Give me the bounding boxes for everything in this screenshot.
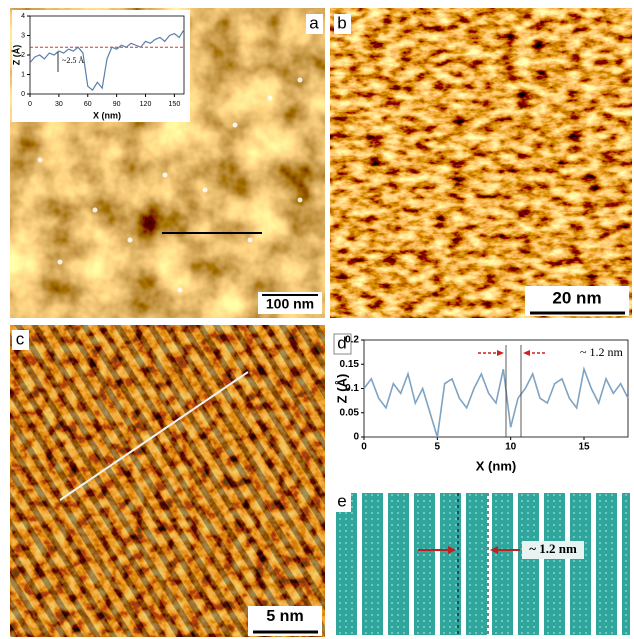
y-axis-label: Z (Å) xyxy=(11,45,21,66)
y-tick-label: 0 xyxy=(21,91,25,98)
y-axis-label: Z (Å) xyxy=(334,374,349,404)
x-tick-label: 30 xyxy=(55,101,63,108)
x-tick-label: 15 xyxy=(578,442,590,453)
stm-texture-c xyxy=(10,325,325,637)
y-tick-label: 0.2 xyxy=(345,335,359,346)
panel-label: a xyxy=(309,13,319,32)
panel-label: e xyxy=(337,491,346,510)
annotation: ~2.5 Å xyxy=(62,56,84,65)
panel-label: c xyxy=(16,329,25,348)
figure: a 100 nm b 20 nm c 5 nm d ~ 1.2 nm e 012… xyxy=(0,0,634,639)
scale-label: 20 nm xyxy=(552,288,601,307)
x-tick-label: 0 xyxy=(28,101,32,108)
x-tick-label: 0 xyxy=(361,442,367,453)
y-tick-label: 1 xyxy=(21,71,25,78)
y-tick-label: 4 xyxy=(21,13,25,20)
x-axis-label: X (nm) xyxy=(93,110,121,120)
scale-label: 5 nm xyxy=(266,608,303,625)
x-tick-label: 60 xyxy=(84,101,92,108)
annotation: ~ 1.2 nm xyxy=(580,345,623,359)
x-tick-label: 10 xyxy=(505,442,517,453)
stm-image-b xyxy=(330,8,632,318)
x-tick-label: 150 xyxy=(169,101,181,108)
scale-label: 100 nm xyxy=(266,296,314,312)
y-tick-label: 0.15 xyxy=(340,359,360,370)
inset-a xyxy=(12,10,190,122)
x-tick-label: 90 xyxy=(113,101,121,108)
x-tick-label: 5 xyxy=(435,442,441,453)
annotation: ~ 1.2 nm xyxy=(529,541,577,556)
panel-label: b xyxy=(337,13,346,32)
y-tick-label: 0.05 xyxy=(340,407,360,418)
x-tick-label: 120 xyxy=(140,101,152,108)
y-tick-label: 2 xyxy=(21,52,25,59)
y-tick-label: 0 xyxy=(353,432,359,443)
x-axis-label: X (nm) xyxy=(476,458,516,473)
molecular-model xyxy=(334,493,630,635)
y-tick-label: 3 xyxy=(21,32,25,39)
